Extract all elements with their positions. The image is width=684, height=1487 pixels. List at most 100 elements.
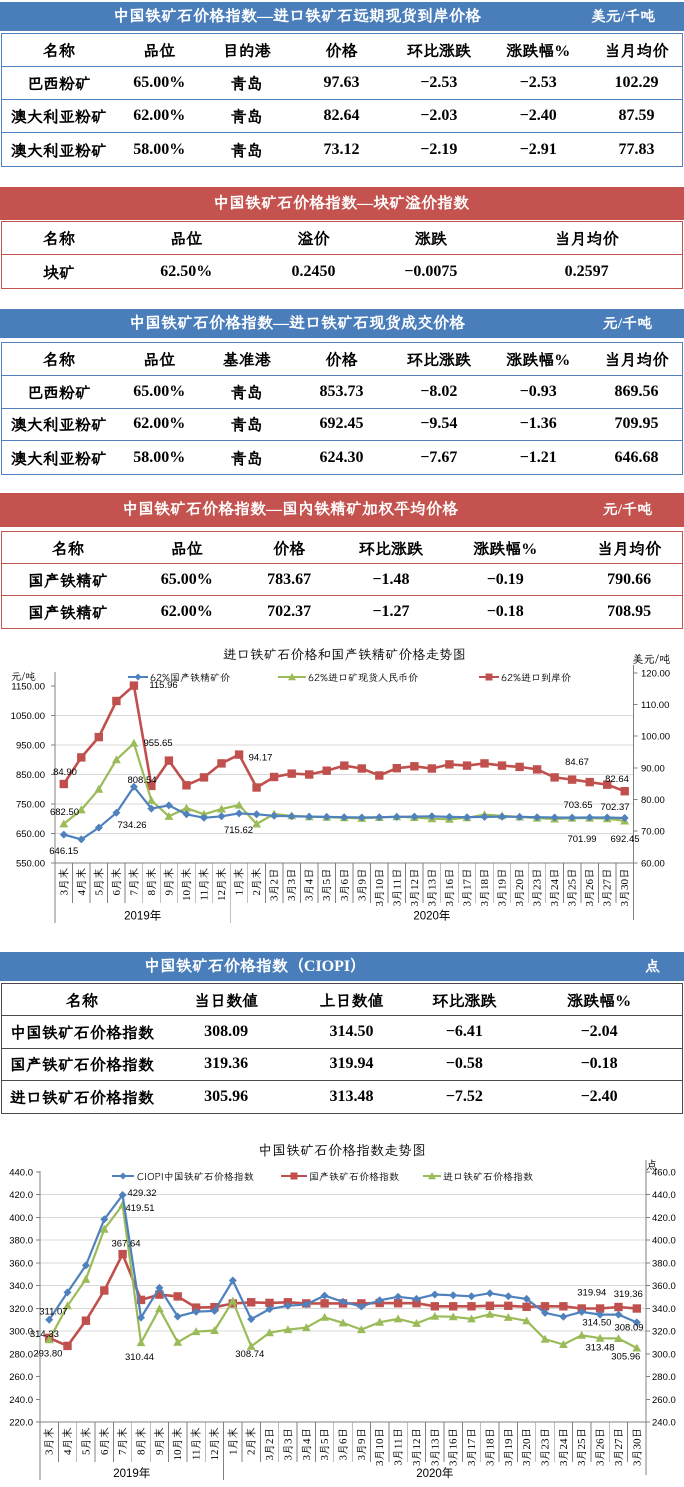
svg-text:3月25日: 3月25日 <box>576 1428 588 1467</box>
svg-text:3月4日: 3月4日 <box>304 868 316 901</box>
svg-text:955.65: 955.65 <box>143 738 172 749</box>
svg-text:3月2日: 3月2日 <box>264 1428 276 1461</box>
svg-text:701.99: 701.99 <box>567 834 596 845</box>
svg-text:314.33: 314.33 <box>30 1329 59 1340</box>
svg-text:10月末: 10月末 <box>171 1428 184 1461</box>
svg-text:646.15: 646.15 <box>49 846 78 857</box>
svg-text:12月末: 12月末 <box>208 1428 221 1461</box>
svg-text:280.0: 280.0 <box>652 1372 676 1383</box>
svg-text:440.0: 440.0 <box>9 1168 33 1179</box>
svg-text:80.00: 80.00 <box>641 795 665 806</box>
svg-text:2019年: 2019年 <box>113 1466 150 1480</box>
svg-text:692.45: 692.45 <box>610 834 639 845</box>
svg-text:419.51: 419.51 <box>125 1203 154 1214</box>
svg-text:340.0: 340.0 <box>9 1281 33 1292</box>
svg-text:400.0: 400.0 <box>9 1213 33 1224</box>
svg-text:6月末: 6月末 <box>98 1428 111 1456</box>
svg-text:62%国产铁精矿价: 62%国产铁精矿价 <box>150 671 230 684</box>
svg-text:3月16日: 3月16日 <box>448 1428 460 1467</box>
svg-text:420.0: 420.0 <box>9 1190 33 1201</box>
svg-text:308.74: 308.74 <box>235 1349 264 1360</box>
svg-text:320.0: 320.0 <box>9 1304 33 1315</box>
svg-text:308.09: 308.09 <box>614 1323 643 1334</box>
svg-text:293.80: 293.80 <box>33 1348 62 1359</box>
svg-text:2020年: 2020年 <box>416 1466 453 1480</box>
svg-text:3月18日: 3月18日 <box>479 868 491 907</box>
svg-text:2月末: 2月末 <box>245 1428 258 1456</box>
svg-text:3月25日: 3月25日 <box>567 868 579 907</box>
svg-text:305.96: 305.96 <box>611 1352 640 1363</box>
svg-text:3月5日: 3月5日 <box>319 1428 331 1461</box>
svg-text:734.26: 734.26 <box>117 820 146 831</box>
svg-text:3月3日: 3月3日 <box>286 868 298 901</box>
svg-text:8月末: 8月末 <box>135 1428 148 1456</box>
svg-text:3月20日: 3月20日 <box>521 1428 533 1467</box>
svg-text:300.0: 300.0 <box>9 1327 33 1338</box>
svg-text:3月17日: 3月17日 <box>466 1428 478 1467</box>
svg-text:94.17: 94.17 <box>249 753 273 764</box>
svg-text:70.00: 70.00 <box>641 827 665 838</box>
svg-text:808.54: 808.54 <box>127 775 156 786</box>
svg-text:3月30日: 3月30日 <box>631 1428 643 1467</box>
svg-text:3月11日: 3月11日 <box>391 868 403 906</box>
svg-text:100.00: 100.00 <box>641 732 670 743</box>
svg-text:260.0: 260.0 <box>652 1395 676 1406</box>
svg-text:62%进口矿现货人民币价: 62%进口矿现货人民币价 <box>308 671 418 684</box>
svg-text:3月13日: 3月13日 <box>426 868 438 907</box>
svg-text:点: 点 <box>646 1158 658 1173</box>
svg-text:12月末: 12月末 <box>215 868 228 901</box>
svg-text:90.00: 90.00 <box>641 763 665 774</box>
svg-text:84.90: 84.90 <box>53 767 77 778</box>
svg-text:3月末: 3月末 <box>43 1428 56 1456</box>
svg-text:1050.00: 1050.00 <box>11 711 45 722</box>
svg-text:320.0: 320.0 <box>652 1327 676 1338</box>
svg-text:1月末: 1月末 <box>226 1428 239 1456</box>
svg-text:703.65: 703.65 <box>563 800 592 811</box>
svg-text:3月30日: 3月30日 <box>619 868 631 907</box>
svg-text:313.48: 313.48 <box>585 1343 614 1354</box>
svg-text:4月末: 4月末 <box>75 868 88 896</box>
svg-text:84.67: 84.67 <box>565 757 589 768</box>
svg-text:750.00: 750.00 <box>16 799 45 810</box>
svg-text:220.0: 220.0 <box>9 1418 33 1429</box>
svg-text:3月17日: 3月17日 <box>462 868 474 907</box>
svg-text:311.07: 311.07 <box>39 1307 67 1318</box>
svg-text:3月23日: 3月23日 <box>540 1428 552 1467</box>
svg-text:6月末: 6月末 <box>110 868 123 896</box>
svg-text:3月19日: 3月19日 <box>497 868 509 907</box>
svg-text:319.94: 319.94 <box>577 1288 606 1299</box>
svg-text:240.0: 240.0 <box>9 1395 33 1406</box>
svg-text:3月6日: 3月6日 <box>338 1428 350 1461</box>
svg-text:7月末: 7月末 <box>127 868 140 896</box>
svg-text:3月2日: 3月2日 <box>269 868 281 901</box>
svg-text:314.50: 314.50 <box>582 1318 611 1329</box>
svg-text:3月24日: 3月24日 <box>549 868 561 907</box>
svg-text:260.0: 260.0 <box>9 1372 33 1383</box>
svg-text:8月末: 8月末 <box>145 868 158 896</box>
svg-text:682.50: 682.50 <box>50 807 79 818</box>
svg-text:850.00: 850.00 <box>16 770 45 781</box>
svg-text:3月9日: 3月9日 <box>356 868 368 901</box>
svg-text:3月18日: 3月18日 <box>484 1428 496 1467</box>
svg-text:3月16日: 3月16日 <box>444 868 456 907</box>
svg-text:420.0: 420.0 <box>652 1213 676 1224</box>
svg-text:3月11日: 3月11日 <box>393 1428 405 1466</box>
svg-text:280.0: 280.0 <box>9 1349 33 1360</box>
svg-text:300.0: 300.0 <box>652 1349 676 1360</box>
svg-text:2019年: 2019年 <box>124 909 161 923</box>
svg-text:3月20日: 3月20日 <box>514 868 526 907</box>
svg-text:9月末: 9月末 <box>153 1428 166 1456</box>
svg-text:440.0: 440.0 <box>652 1190 676 1201</box>
svg-text:2月末: 2月末 <box>250 868 263 896</box>
svg-text:2020年: 2020年 <box>413 909 450 923</box>
svg-text:120.00: 120.00 <box>641 668 670 679</box>
svg-text:3月12日: 3月12日 <box>409 868 421 907</box>
svg-text:3月24日: 3月24日 <box>558 1428 570 1467</box>
svg-text:9月末: 9月末 <box>162 868 175 896</box>
svg-text:11月末: 11月末 <box>190 1428 203 1461</box>
svg-text:380.0: 380.0 <box>652 1258 676 1269</box>
svg-text:319.36: 319.36 <box>614 1289 643 1300</box>
svg-text:1150.00: 1150.00 <box>11 681 45 692</box>
svg-text:60.00: 60.00 <box>641 858 665 869</box>
svg-text:1月末: 1月末 <box>233 868 246 896</box>
